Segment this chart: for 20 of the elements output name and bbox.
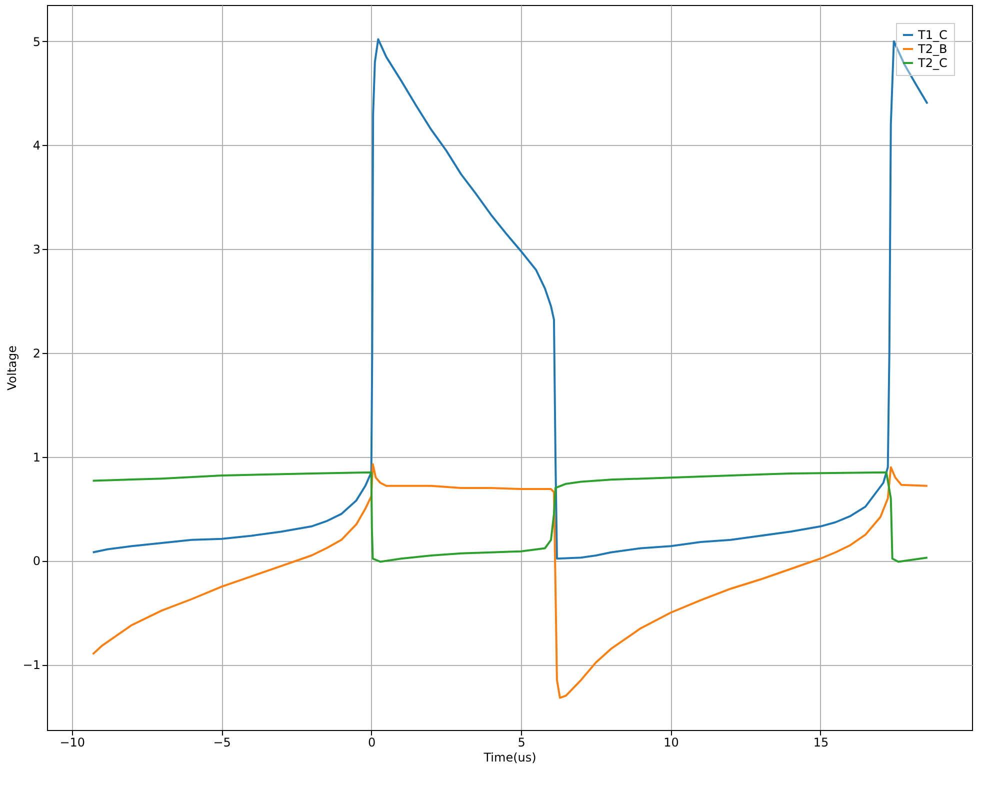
x-tick-label: 15: [813, 736, 829, 750]
line-series: [92, 463, 928, 699]
y-tick-label: 3: [32, 242, 40, 257]
y-tick-label: 5: [32, 34, 40, 49]
y-tick-label: 2: [32, 346, 40, 360]
x-tick-label: 10: [664, 736, 679, 750]
legend-label: T2_B: [917, 42, 948, 56]
legend-label: T1_C: [917, 28, 948, 42]
y-tick-label: −1: [22, 658, 40, 672]
x-tick-label: −5: [213, 736, 231, 750]
y-tick-label: 0: [32, 554, 40, 568]
legend-label: T2_C: [917, 56, 948, 70]
y-tick-label: 1: [32, 450, 40, 464]
y-axis-title: Voltage: [4, 345, 19, 391]
x-tick-label: 0: [368, 736, 376, 750]
x-tick-label: 5: [518, 736, 526, 750]
line-series: [92, 471, 928, 563]
x-tick-label: −10: [60, 736, 86, 750]
x-axis-title: Time(us): [482, 750, 536, 764]
y-tick-label: 4: [32, 138, 40, 153]
